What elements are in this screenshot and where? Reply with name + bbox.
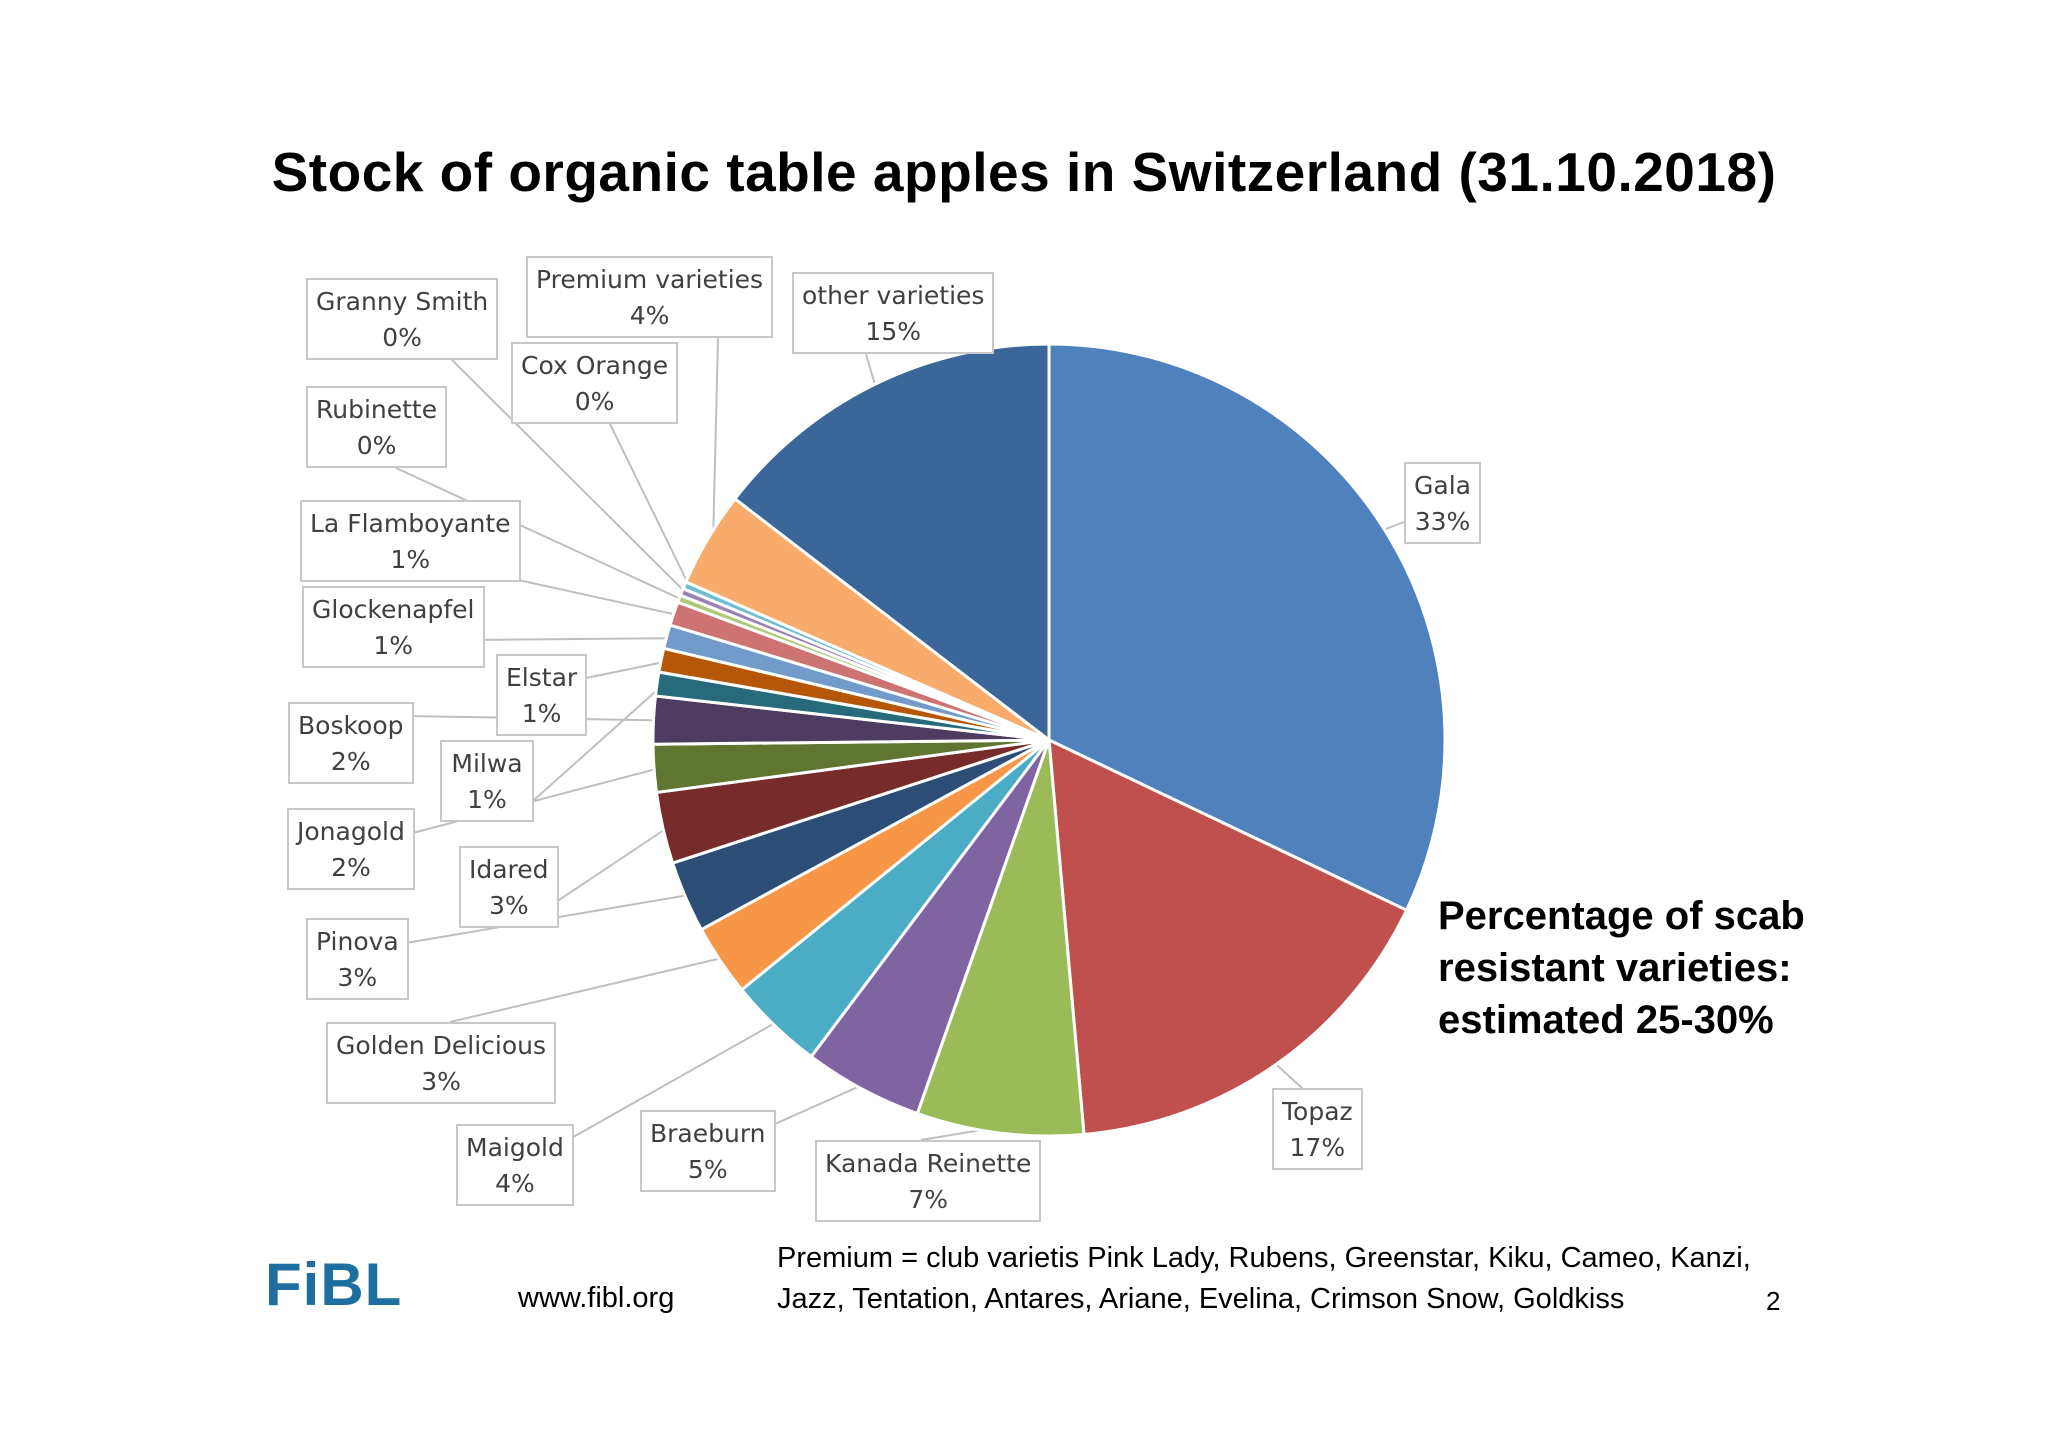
slice-label: Rubinette 0% bbox=[306, 386, 448, 468]
slice-label-value: 4% bbox=[629, 301, 670, 330]
leader-line bbox=[552, 825, 670, 905]
slice-label-value: 1% bbox=[467, 785, 507, 814]
slice-label-value: 1% bbox=[373, 631, 414, 660]
pie-slice-topaz bbox=[1047, 737, 1409, 1137]
slice-label-name: La Flamboyante bbox=[310, 509, 511, 538]
slice-label: Maigold 4% bbox=[456, 1124, 574, 1206]
slice-label-name: Premium varieties bbox=[536, 265, 764, 294]
slice-label-value: 15% bbox=[865, 317, 921, 346]
slice-label: Glockenapfel 1% bbox=[302, 586, 485, 668]
slice-label-name: Cox Orange bbox=[521, 351, 669, 380]
website-link[interactable]: www.fibl.org bbox=[518, 1282, 675, 1314]
slice-label-name: Glockenapfel bbox=[312, 595, 475, 624]
slice-label-name: Jonagold bbox=[297, 817, 405, 846]
slice-label-name: Golden Delicious bbox=[336, 1031, 547, 1060]
slice-label-name: Topaz bbox=[1282, 1097, 1353, 1126]
slice-label: Braeburn 5% bbox=[640, 1110, 776, 1192]
leader-line bbox=[467, 637, 673, 641]
slice-label-value: 0% bbox=[382, 323, 422, 352]
slice-label-value: 2% bbox=[331, 853, 371, 882]
slice-label-value: 2% bbox=[330, 747, 371, 776]
slice-label-name: Granny Smith bbox=[316, 287, 489, 316]
pie-slice-other-varieties bbox=[732, 342, 1051, 744]
slice-label-value: 1% bbox=[521, 699, 562, 728]
slice-label-name: Braeburn bbox=[650, 1119, 766, 1148]
leader-line bbox=[449, 956, 726, 1023]
premium-footnote: Premium = club varietis Pink Lady, Ruben… bbox=[777, 1242, 1751, 1315]
chart-title: Stock of organic table apples in Switzer… bbox=[271, 141, 1777, 203]
pie-slices bbox=[651, 342, 1447, 1138]
slice-label-name: Elstar bbox=[506, 663, 578, 692]
leader-line bbox=[533, 684, 664, 801]
slice-label-name: Milwa bbox=[451, 749, 523, 778]
slice-label-value: 7% bbox=[908, 1185, 949, 1214]
leader-line bbox=[609, 423, 691, 589]
slice-label: Elstar 1% bbox=[496, 654, 588, 736]
slice-label: Idared 3% bbox=[459, 846, 559, 928]
slice-label: Golden Delicious 3% bbox=[326, 1022, 557, 1104]
slice-label-value: 0% bbox=[356, 431, 397, 460]
pie-slice-gala bbox=[1047, 342, 1447, 913]
slice-label-value: 1% bbox=[390, 545, 431, 574]
leader-line bbox=[451, 359, 688, 595]
slice-label-value: 4% bbox=[495, 1169, 535, 1198]
slice-label-name: Idared bbox=[469, 855, 549, 884]
slice-label-value: 17% bbox=[1289, 1133, 1346, 1162]
leader-line bbox=[575, 660, 668, 681]
slice-label: Milwa 1% bbox=[440, 740, 534, 822]
slice-label: Jonagold 2% bbox=[287, 808, 415, 890]
slice-label-value: 0% bbox=[574, 387, 615, 416]
slice-label-name: Kanada Reinette bbox=[825, 1149, 1032, 1178]
leader-line bbox=[499, 575, 680, 617]
slice-label-value: 33% bbox=[1414, 507, 1471, 536]
slice-label-name: Gala bbox=[1414, 471, 1471, 500]
slice-label-name: Maigold bbox=[466, 1133, 564, 1162]
slice-label: Cox Orange 0% bbox=[511, 342, 679, 424]
slice-label-name: Boskoop bbox=[298, 711, 404, 740]
leader-line bbox=[395, 467, 686, 602]
slice-label-value: 3% bbox=[421, 1067, 461, 1096]
slice-label: Kanada Reinette 7% bbox=[815, 1140, 1042, 1222]
slice-label: Granny Smith 0% bbox=[306, 278, 499, 360]
leader-line bbox=[712, 337, 719, 542]
slice-label-value: 3% bbox=[337, 963, 378, 992]
slice-label: Premium varieties 4% bbox=[526, 256, 774, 338]
slice-label: La Flamboyante 1% bbox=[300, 500, 521, 582]
leader-line bbox=[567, 1020, 780, 1141]
slice-label-value: 5% bbox=[687, 1155, 728, 1184]
pie-slice-kanada-reinette bbox=[915, 739, 1086, 1138]
slice-label-name: Pinova bbox=[316, 927, 399, 956]
slice-label: Topaz 17% bbox=[1272, 1088, 1363, 1170]
scab-resistance-note: Percentage of scab resistant varieties: … bbox=[1438, 894, 1805, 1042]
page-number: 2 bbox=[1766, 1286, 1781, 1316]
slice-label-value: 3% bbox=[488, 891, 529, 920]
slice-label-name: other varieties bbox=[802, 281, 985, 310]
slice-label-name: Rubinette bbox=[316, 395, 438, 424]
fibl-logo: FiBL bbox=[265, 1251, 403, 1318]
slice-label: Pinova 3% bbox=[306, 918, 409, 1000]
slice-label: other varieties 15% bbox=[792, 272, 995, 354]
slice-label: Gala 33% bbox=[1404, 462, 1481, 544]
slice-label: Boskoop 2% bbox=[288, 702, 414, 784]
leader-line bbox=[765, 1082, 866, 1129]
leader-line bbox=[408, 766, 661, 835]
